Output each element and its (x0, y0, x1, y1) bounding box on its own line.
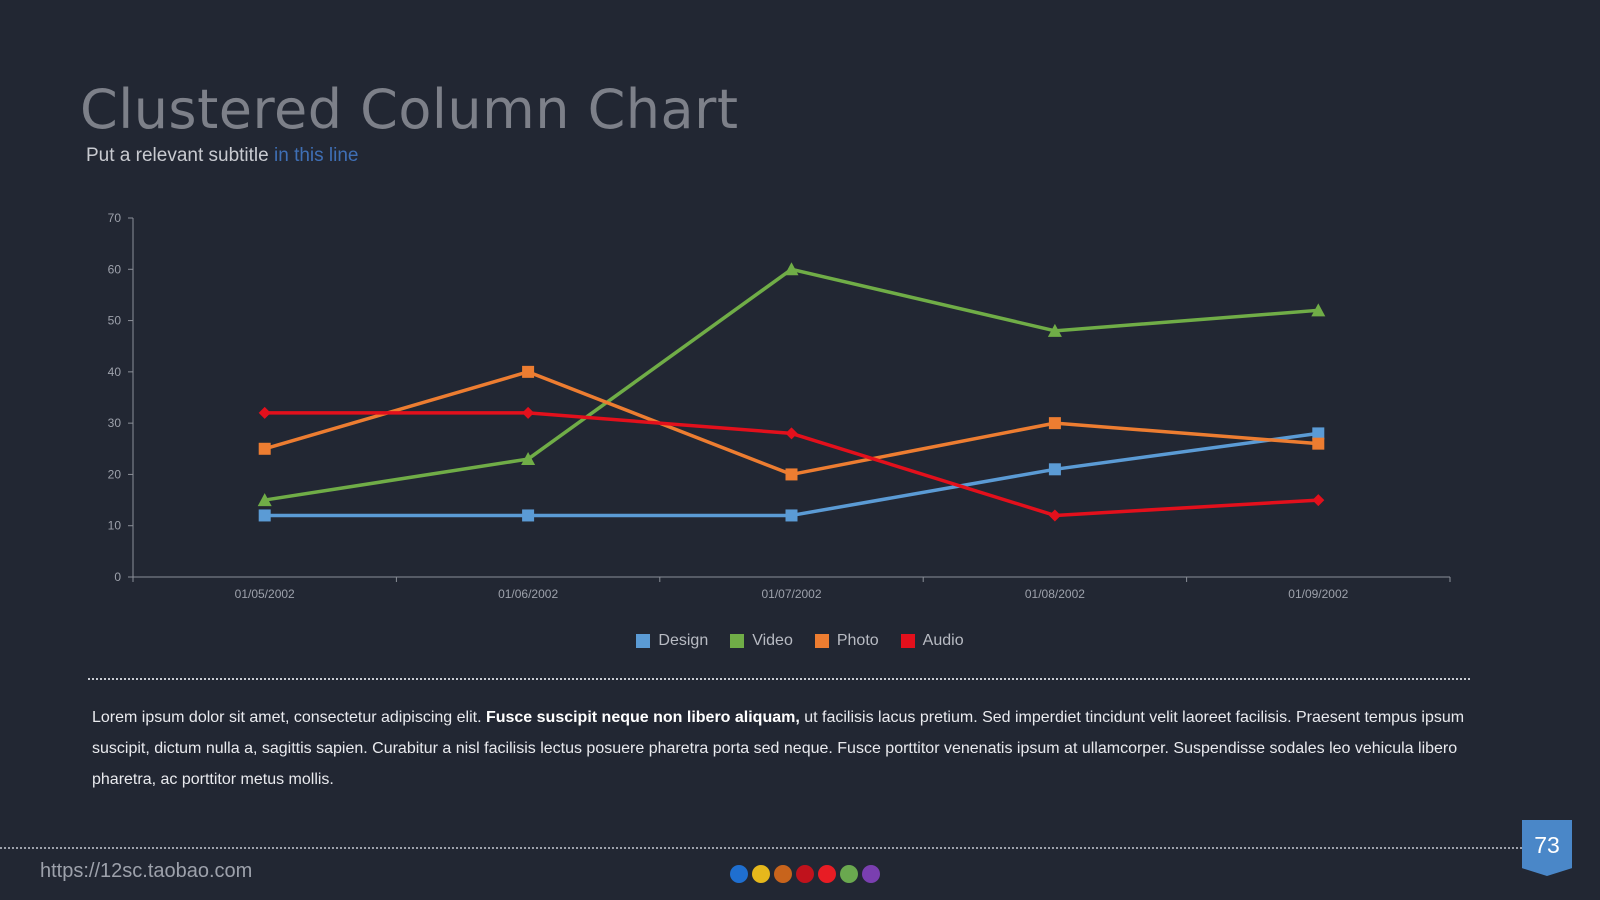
data-point-photo (1312, 437, 1325, 450)
color-dot (796, 865, 814, 883)
legend-swatch (814, 634, 829, 648)
color-dot (840, 865, 858, 883)
color-dot (774, 865, 792, 883)
data-point-photo (258, 442, 271, 455)
slide-title: Clustered Column Chart (80, 78, 739, 141)
x-tick-label: 01/08/2002 (1025, 587, 1085, 601)
data-point-audio (1048, 509, 1061, 522)
body-text-part2: ut facilisis lacus pretium. Sed imperdie… (92, 709, 1465, 788)
y-tick-label: 70 (108, 211, 122, 225)
data-point-audio (1312, 494, 1325, 507)
body-text-bold: Fusce suscipit neque non libero aliquam, (485, 709, 800, 726)
subtitle-highlight: in this line (274, 145, 359, 166)
dotted-divider (88, 678, 1470, 680)
y-tick-label: 0 (114, 570, 121, 584)
color-dot (862, 865, 880, 883)
y-tick-label: 60 (108, 262, 122, 276)
color-dot (730, 865, 748, 883)
footer-color-dots (730, 865, 880, 883)
x-tick-label: 01/09/2002 (1288, 587, 1348, 601)
data-point-video (1311, 303, 1326, 317)
y-tick-label: 20 (108, 467, 122, 481)
data-point-video (1047, 323, 1062, 337)
data-point-audio (522, 406, 535, 419)
y-tick-label: 30 (108, 416, 122, 430)
legend-swatch (636, 634, 651, 648)
body-text-part1: Lorem ipsum dolor sit amet, consectetur … (92, 709, 486, 726)
legend-item-video: Video (730, 632, 793, 650)
series-line-photo (264, 370, 1319, 477)
line-chart: 0 10 20 30 40 50 60 70 01/05/2002 01/06/2002 01/07… (108, 211, 1451, 601)
legend-label: Photo (836, 632, 879, 649)
legend-item-audio: Audio (900, 632, 964, 650)
subtitle-text: Put a relevant subtitle (86, 145, 274, 166)
y-tick-label: 40 (108, 365, 122, 379)
color-dot (818, 865, 836, 883)
data-point-design (1312, 427, 1325, 440)
series-line-video (264, 267, 1319, 502)
chart-legend: Design Video Photo Audio (0, 632, 1600, 650)
legend-label: Video (752, 632, 793, 649)
data-point-design (1048, 463, 1061, 476)
footer-divider (0, 847, 1530, 849)
x-tick-label: 01/05/2002 (235, 587, 295, 601)
footer-url: https://12sc.taobao.com (40, 860, 253, 882)
legend-label: Design (658, 632, 709, 649)
data-point-design (785, 509, 798, 522)
data-point-photo (785, 468, 798, 481)
legend-item-design: Design (636, 632, 708, 650)
data-point-video (257, 493, 272, 507)
legend-swatch (900, 634, 915, 648)
data-point-design (522, 509, 535, 522)
x-tick-label: 01/07/2002 (761, 587, 821, 601)
page-number-badge: 73 (1522, 820, 1572, 876)
data-point-audio (785, 427, 798, 440)
y-tick-label: 10 (108, 519, 122, 533)
data-point-photo (1048, 417, 1061, 430)
data-point-audio (258, 406, 271, 419)
x-tick-label: 01/06/2002 (498, 587, 558, 601)
slide-subtitle: Put a relevant subtitle in this line (86, 145, 359, 167)
data-point-design (258, 509, 271, 522)
body-paragraph: Lorem ipsum dolor sit amet, consectetur … (92, 702, 1472, 795)
legend-swatch (730, 634, 745, 648)
data-point-video (784, 262, 799, 276)
y-tick-label: 50 (108, 314, 122, 328)
legend-label: Audio (922, 632, 964, 649)
color-dot (752, 865, 770, 883)
data-point-photo (522, 365, 535, 378)
data-point-video (521, 452, 536, 466)
legend-item-photo: Photo (814, 632, 879, 650)
